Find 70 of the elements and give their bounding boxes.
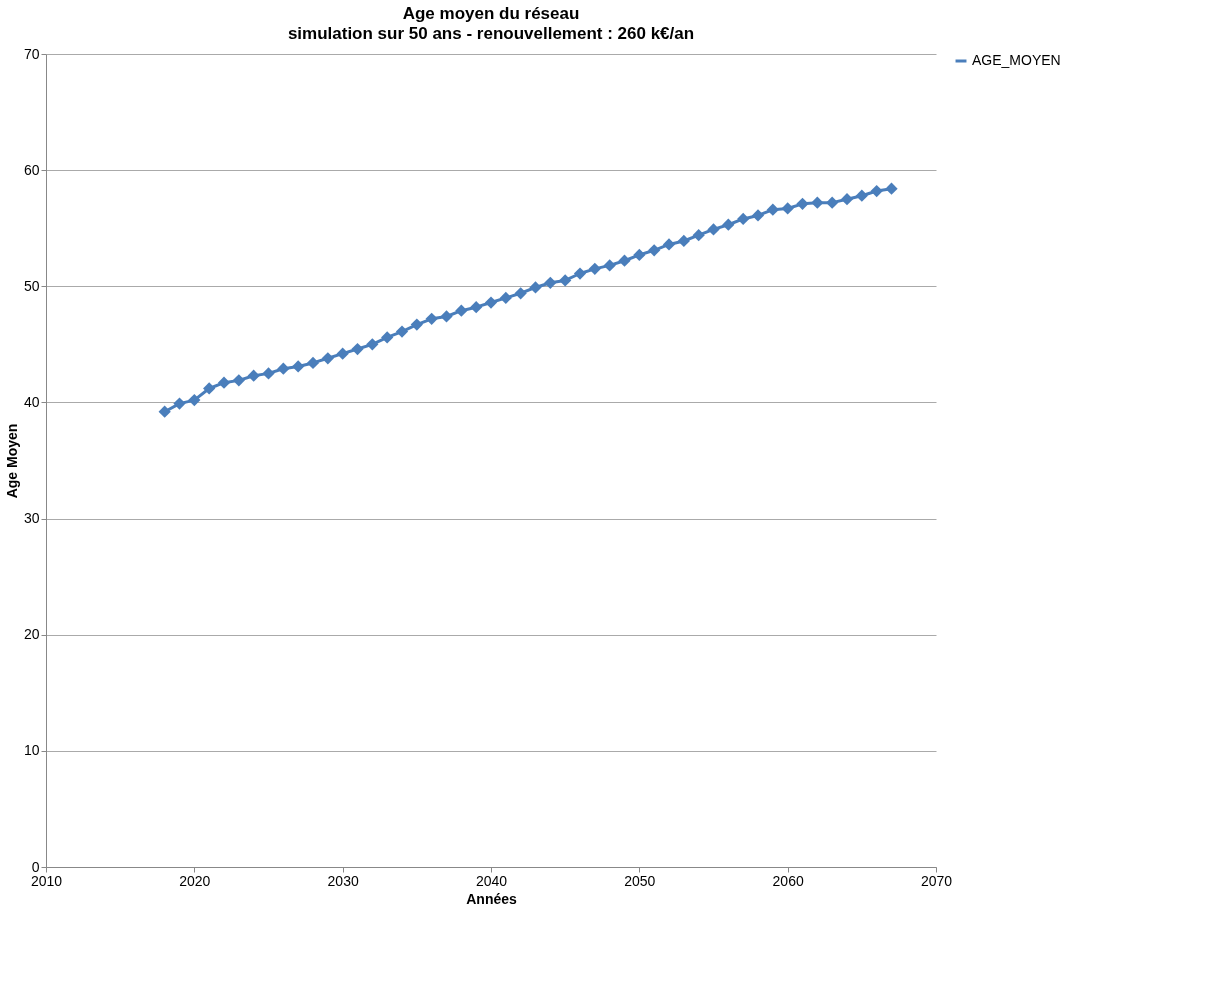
point xyxy=(662,238,676,251)
x-tick-label: 2070 xyxy=(920,872,953,889)
y-axis-title: Age Moyen xyxy=(3,423,20,499)
point xyxy=(247,369,260,382)
y-tick-label: 10 xyxy=(23,742,40,759)
point xyxy=(158,405,171,418)
point xyxy=(870,184,883,198)
point xyxy=(440,310,453,323)
point xyxy=(188,393,201,407)
point xyxy=(707,223,720,236)
x-tick-label: 2010 xyxy=(30,872,63,889)
point xyxy=(306,356,320,370)
point xyxy=(499,291,512,305)
x-tick-label: 2020 xyxy=(179,872,211,889)
point xyxy=(826,196,839,209)
x-tick-label: 2040 xyxy=(475,872,508,889)
chart-title: Age moyen du réseau xyxy=(402,4,580,23)
legend-label: AGE_MOYEN xyxy=(972,52,1061,68)
point xyxy=(277,362,290,375)
point xyxy=(455,304,468,317)
point xyxy=(618,254,631,267)
point xyxy=(544,276,557,289)
point xyxy=(796,197,809,210)
point xyxy=(484,296,498,309)
point xyxy=(529,281,542,294)
x-axis-title: Années xyxy=(466,890,517,907)
point xyxy=(855,189,868,202)
point xyxy=(262,367,275,380)
x-tick-label: 2050 xyxy=(624,872,656,889)
point xyxy=(410,318,423,331)
y-tick-label: 20 xyxy=(23,626,40,643)
point xyxy=(722,218,735,231)
point xyxy=(470,301,483,314)
y-tick-label: 40 xyxy=(23,393,40,410)
point xyxy=(840,193,854,206)
y-tick-label: 30 xyxy=(23,510,40,527)
point xyxy=(737,212,750,226)
point xyxy=(648,244,661,257)
point xyxy=(885,182,898,195)
point xyxy=(321,352,334,365)
chart-subtitle: simulation sur 50 ans - renouvellement : 260 k€/an xyxy=(287,24,695,43)
point xyxy=(336,347,349,360)
point xyxy=(381,331,394,344)
point xyxy=(351,342,364,356)
y-tick-label: 70 xyxy=(23,45,40,62)
point xyxy=(292,360,305,373)
point xyxy=(425,312,438,325)
point xyxy=(751,209,765,222)
point xyxy=(573,267,587,280)
point xyxy=(395,325,409,338)
point xyxy=(766,203,779,216)
y-tick-label: 0 xyxy=(31,858,40,875)
point xyxy=(217,376,231,389)
y-tick-label: 50 xyxy=(23,277,40,294)
point xyxy=(203,382,216,395)
point xyxy=(588,262,601,275)
x-tick-label: 2060 xyxy=(772,872,804,889)
point xyxy=(677,234,690,248)
x-tick-label: 2030 xyxy=(327,872,359,889)
point xyxy=(559,274,572,287)
point xyxy=(692,229,705,242)
point xyxy=(514,287,527,300)
point xyxy=(633,248,646,262)
point xyxy=(811,196,824,209)
point xyxy=(232,374,245,387)
point xyxy=(173,397,186,410)
point xyxy=(603,259,616,272)
point xyxy=(366,338,379,351)
point xyxy=(781,202,794,215)
y-tick-label: 60 xyxy=(23,161,40,178)
